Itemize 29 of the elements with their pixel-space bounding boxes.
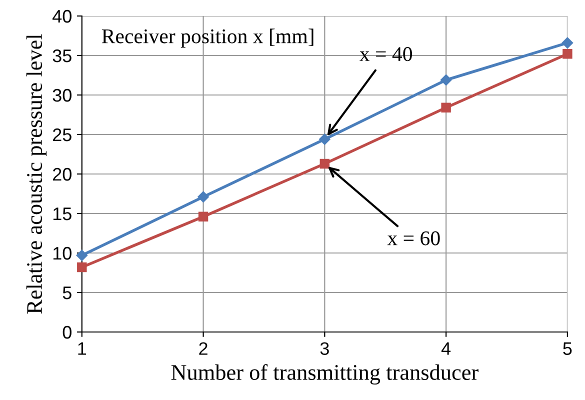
point [441, 102, 451, 112]
x-tick-label: 3 [320, 342, 329, 355]
point [440, 74, 452, 86]
y-tick-label: 25 [53, 128, 72, 142]
y-axis-title: Relative acoustic pressure level [26, 34, 47, 314]
x-tick-label: 4 [441, 342, 451, 355]
y-tick-label: 20 [53, 168, 72, 181]
point [76, 250, 88, 261]
y-tick-label: 30 [52, 88, 72, 102]
y-tick-label: 35 [52, 49, 72, 62]
series-label: x = 40 [360, 47, 412, 62]
point [562, 37, 574, 48]
x-axis-title: Number of transmitting transducer [171, 364, 478, 385]
point [77, 262, 87, 272]
y-tick-label: 40 [52, 10, 72, 23]
y-tick-label: 15 [53, 208, 72, 220]
y-tick-label: 0 [62, 326, 72, 339]
point [319, 134, 330, 145]
point [198, 212, 208, 222]
x-tick-label: 5 [563, 342, 572, 355]
point [562, 49, 572, 59]
text: x = 60 [387, 231, 440, 246]
y-tick-label: 5 [62, 286, 72, 300]
annotation: Receiver position x [mm] [102, 28, 314, 48]
y-tick-label: 10 [53, 246, 72, 260]
x-tick-label: 1 [78, 342, 86, 355]
x-tick-label: 2 [199, 342, 208, 355]
point [320, 158, 330, 169]
point [198, 191, 209, 203]
